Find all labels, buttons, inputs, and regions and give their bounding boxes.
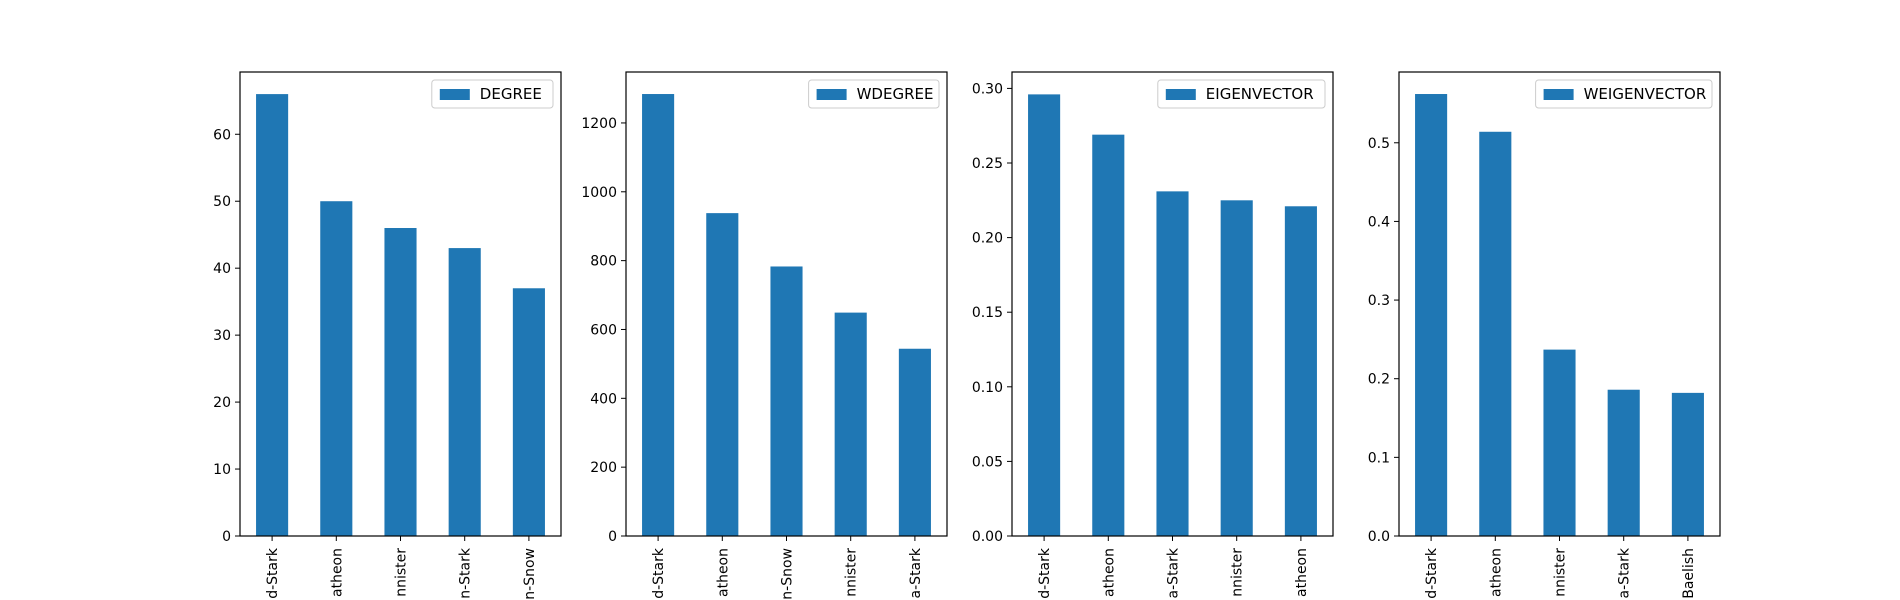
bar	[512, 288, 545, 536]
legend-label: EIGENVECTOR	[1206, 85, 1314, 103]
bar	[256, 94, 289, 536]
y-tick-label: 0.00	[972, 529, 1003, 545]
y-tick-label: 60	[213, 127, 231, 143]
y-tick-label: 0.15	[972, 305, 1003, 321]
x-tick-label: a-Stark	[1166, 547, 1182, 598]
legend-label: DEGREE	[480, 85, 542, 103]
bar	[834, 312, 867, 536]
x-tick-label: d-Stark	[651, 547, 667, 599]
legend-box	[1157, 79, 1326, 109]
y-tick-label: 1200	[581, 116, 617, 132]
y-tick-label: 0.1	[1368, 450, 1390, 466]
y-tick-label: 0.2	[1368, 372, 1390, 388]
y-tick-label: 0.05	[972, 454, 1003, 470]
x-tick-label: nnister	[1230, 548, 1246, 597]
bar	[384, 228, 417, 536]
legend-label: WDEGREE	[857, 85, 934, 103]
y-tick-label: 0.5	[1368, 136, 1390, 152]
legend-swatch	[816, 89, 847, 100]
legend: EIGENVECTOR	[1157, 79, 1326, 109]
legend-label: WEIGENVECTOR	[1584, 85, 1707, 103]
y-tick-label: 0.25	[972, 156, 1003, 172]
x-tick-label: d-Stark	[265, 547, 281, 599]
y-tick-label: 800	[590, 254, 617, 270]
legend-box	[1535, 79, 1713, 109]
bar	[898, 348, 931, 536]
bar	[1028, 94, 1061, 536]
x-tick-label: nnister	[394, 548, 410, 597]
y-tick-label: 10	[213, 462, 231, 478]
y-tick-label: 30	[213, 328, 231, 344]
legend-swatch	[1543, 89, 1574, 100]
y-tick-label: 600	[590, 322, 617, 338]
x-tick-label: atheon	[1101, 548, 1117, 597]
x-tick-label: d-Stark	[1037, 547, 1053, 599]
x-tick-label: n-Stark	[458, 547, 474, 599]
chart-panel-2: 0 200 400 600 800 1000 1200 d-Stark atheon n-Snow…	[581, 71, 948, 600]
bar	[320, 201, 353, 536]
x-tick-label: n-Snow	[780, 548, 796, 600]
x-tick-label: atheon	[1294, 548, 1310, 597]
bar	[1543, 349, 1576, 536]
y-tick-label: 20	[213, 395, 231, 411]
bar	[1220, 200, 1253, 536]
legend-swatch	[439, 89, 470, 100]
x-tick-label: d-Stark	[1424, 547, 1440, 599]
x-tick-label: atheon	[715, 548, 731, 597]
y-tick-label: 400	[590, 391, 617, 407]
legend: DEGREE	[431, 79, 554, 109]
x-tick-label: n-Snow	[522, 548, 538, 600]
y-tick-label: 0	[608, 529, 617, 545]
y-tick-label: 1000	[581, 185, 617, 201]
y-tick-label: 0.20	[972, 231, 1003, 247]
bar	[1607, 389, 1640, 536]
bar	[1284, 206, 1317, 536]
chart-panel-4: 0.0 0.1 0.2 0.3 0.4 0.5 d-Stark atheon nnister a-…	[1368, 71, 1721, 599]
y-tick-label: 0.10	[972, 380, 1003, 396]
bar	[770, 266, 803, 536]
chart-panel-3: 0.00 0.05 0.10 0.15 0.20 0.25 0.30 d-Stark atheo…	[972, 71, 1334, 599]
y-tick-label: 0.4	[1368, 214, 1390, 230]
x-tick-label: Baelish	[1681, 548, 1697, 599]
legend: WEIGENVECTOR	[1535, 79, 1713, 109]
y-tick-label: 40	[213, 261, 231, 277]
y-tick-label: 0.30	[972, 81, 1003, 97]
bar	[1156, 191, 1189, 537]
y-tick-label: 0.3	[1368, 293, 1390, 309]
y-tick-label: 200	[590, 460, 617, 476]
bar	[1092, 134, 1125, 536]
bar	[1671, 392, 1704, 536]
legend-swatch	[1165, 89, 1196, 100]
y-tick-label: 0	[222, 529, 231, 545]
bar	[1479, 131, 1512, 536]
bar	[642, 94, 675, 536]
legend-box	[431, 79, 554, 109]
x-tick-label: a-Stark	[908, 547, 924, 598]
x-tick-label: atheon	[329, 548, 345, 597]
bar	[706, 213, 739, 536]
x-tick-label: nnister	[844, 548, 860, 597]
legend: WDEGREE	[808, 79, 940, 109]
x-tick-label: atheon	[1488, 548, 1504, 597]
bar	[1415, 94, 1448, 537]
chart-panel-1: 0 10 20 30 40 50 60 d-Stark atheon nnister n-Stark…	[213, 71, 562, 600]
legend-box	[808, 79, 940, 109]
x-tick-label: nnister	[1553, 548, 1569, 597]
bar	[448, 248, 481, 536]
x-tick-label: a-Stark	[1617, 547, 1633, 598]
y-tick-label: 50	[213, 194, 231, 210]
y-tick-label: 0.0	[1368, 529, 1390, 545]
